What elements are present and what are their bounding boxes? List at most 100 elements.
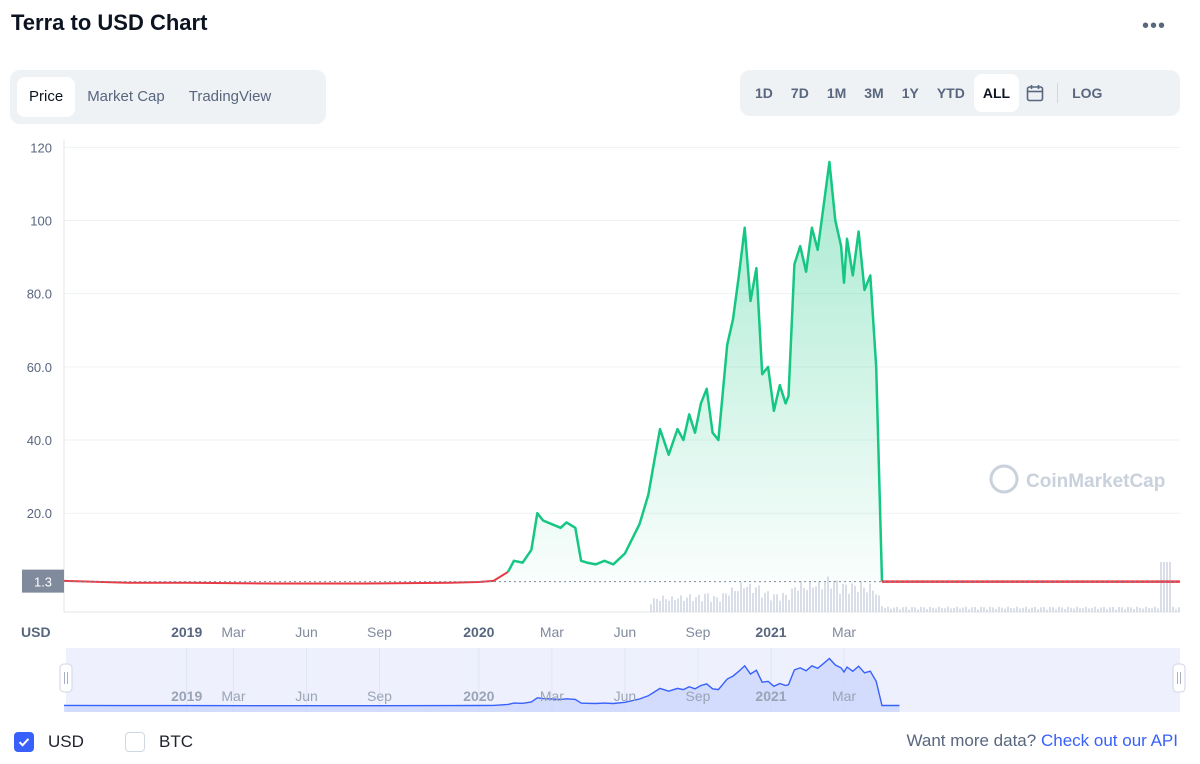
volume-bar: [884, 607, 886, 612]
x-tick-label: 2021: [755, 624, 786, 640]
volume-bar: [725, 593, 727, 612]
volume-bar: [803, 587, 805, 612]
time-range-selector: 1D 7D 1M 3M 1Y YTD ALL LOG: [740, 70, 1180, 116]
range-all[interactable]: ALL: [973, 74, 1020, 112]
divider: [1057, 83, 1059, 103]
volume-bar: [1127, 606, 1129, 612]
volume-bar: [959, 608, 961, 612]
volume-bar: [698, 594, 700, 612]
log-scale-toggle[interactable]: LOG: [1072, 85, 1103, 101]
volume-bar: [1148, 608, 1150, 612]
volume-bar: [1013, 608, 1015, 612]
volume-bar: [785, 594, 787, 612]
volume-bar: [1103, 606, 1105, 612]
volume-bar: [746, 586, 748, 612]
volume-bar: [689, 594, 691, 612]
checkbox-unchecked-icon[interactable]: [125, 732, 145, 752]
navigator-tick-label: Sep: [367, 688, 392, 704]
tab-tradingview[interactable]: TradingView: [188, 88, 272, 105]
volume-bar: [1172, 606, 1174, 612]
range-1m[interactable]: 1M: [826, 85, 847, 101]
x-tick-label: Mar: [540, 624, 564, 640]
volume-bar: [1037, 609, 1039, 612]
tab-price[interactable]: Price: [17, 77, 76, 117]
volume-bar: [656, 598, 658, 612]
range-ytd[interactable]: YTD: [936, 85, 965, 101]
more-options-icon[interactable]: •••: [1142, 15, 1167, 37]
legend-usd[interactable]: USD: [14, 728, 84, 756]
volume-bar: [800, 581, 802, 612]
volume-bar: [878, 595, 880, 612]
volume-bar: [731, 587, 733, 612]
volume-bar: [1079, 608, 1081, 612]
volume-bar: [833, 580, 835, 612]
volume-bar: [752, 592, 754, 612]
x-tick-label: Sep: [685, 624, 710, 640]
volume-bar: [1076, 606, 1078, 612]
volume-bar: [863, 587, 865, 612]
volume-bar: [668, 600, 670, 612]
y-tick-label: 100: [30, 213, 52, 228]
volume-bar: [707, 593, 709, 612]
volume-bar: [1022, 607, 1024, 612]
volume-bar: [1010, 608, 1012, 612]
volume-bar: [650, 604, 652, 612]
volume-bar: [815, 586, 817, 612]
volume-bar: [1028, 608, 1030, 612]
navigator-tick-label: Sep: [685, 688, 710, 704]
volume-bar: [776, 594, 778, 612]
volume-bar: [914, 607, 916, 612]
navigator-left-handle[interactable]: [59, 663, 73, 693]
volume-bar: [1058, 606, 1060, 612]
volume-bar: [722, 593, 724, 612]
legend-usd-label: USD: [48, 732, 84, 751]
current-price-badge: [22, 569, 64, 593]
api-link[interactable]: Check out our API: [1040, 731, 1178, 750]
volume-bar: [932, 607, 934, 612]
volume-bar: [671, 596, 673, 612]
legend-btc[interactable]: BTC: [125, 728, 193, 756]
volume-bar: [971, 607, 973, 612]
volume-bar: [1118, 607, 1120, 612]
volume-bar: [995, 609, 997, 612]
volume-bar: [1160, 562, 1162, 612]
volume-bar: [977, 609, 979, 612]
volume-bar: [716, 597, 718, 612]
volume-bar: [788, 599, 790, 612]
volume-bar: [848, 593, 850, 612]
volume-bar: [740, 582, 742, 612]
volume-bar: [881, 606, 883, 612]
checkbox-checked-icon[interactable]: [14, 732, 34, 752]
volume-bar: [791, 588, 793, 612]
tab-market-cap[interactable]: Market Cap: [87, 88, 165, 105]
range-1d[interactable]: 1D: [755, 85, 773, 101]
volume-bar: [1178, 607, 1180, 612]
navigator-right-handle[interactable]: [1172, 663, 1186, 693]
api-promo: Want more data? Check out our API: [906, 731, 1178, 751]
volume-bar: [896, 606, 898, 612]
navigator-tick-label: 2019: [171, 688, 202, 704]
range-1y[interactable]: 1Y: [901, 85, 919, 101]
volume-bar: [809, 581, 811, 612]
range-7d[interactable]: 7D: [790, 85, 809, 101]
calendar-icon[interactable]: [1019, 74, 1051, 112]
volume-bar: [1130, 607, 1132, 612]
volume-bar: [953, 607, 955, 612]
volume-bar: [1097, 608, 1099, 612]
volume-bar: [821, 589, 823, 612]
x-tick-label: Sep: [367, 624, 392, 640]
volume-bar: [743, 588, 745, 612]
volume-bar: [980, 607, 982, 612]
volume-bar: [701, 601, 703, 612]
volume-bar: [749, 583, 751, 612]
range-3m[interactable]: 3M: [864, 85, 884, 101]
volume-bar: [1091, 607, 1093, 612]
volume-bar: [1109, 607, 1111, 612]
current-price-label: 1.3: [34, 575, 52, 590]
coinmarketcap-logo-icon: [989, 464, 1019, 494]
volume-bar: [818, 581, 820, 612]
legend-btc-label: BTC: [159, 732, 193, 751]
volume-bar: [929, 606, 931, 612]
volume-bar: [893, 607, 895, 612]
volume-bar: [851, 583, 853, 612]
